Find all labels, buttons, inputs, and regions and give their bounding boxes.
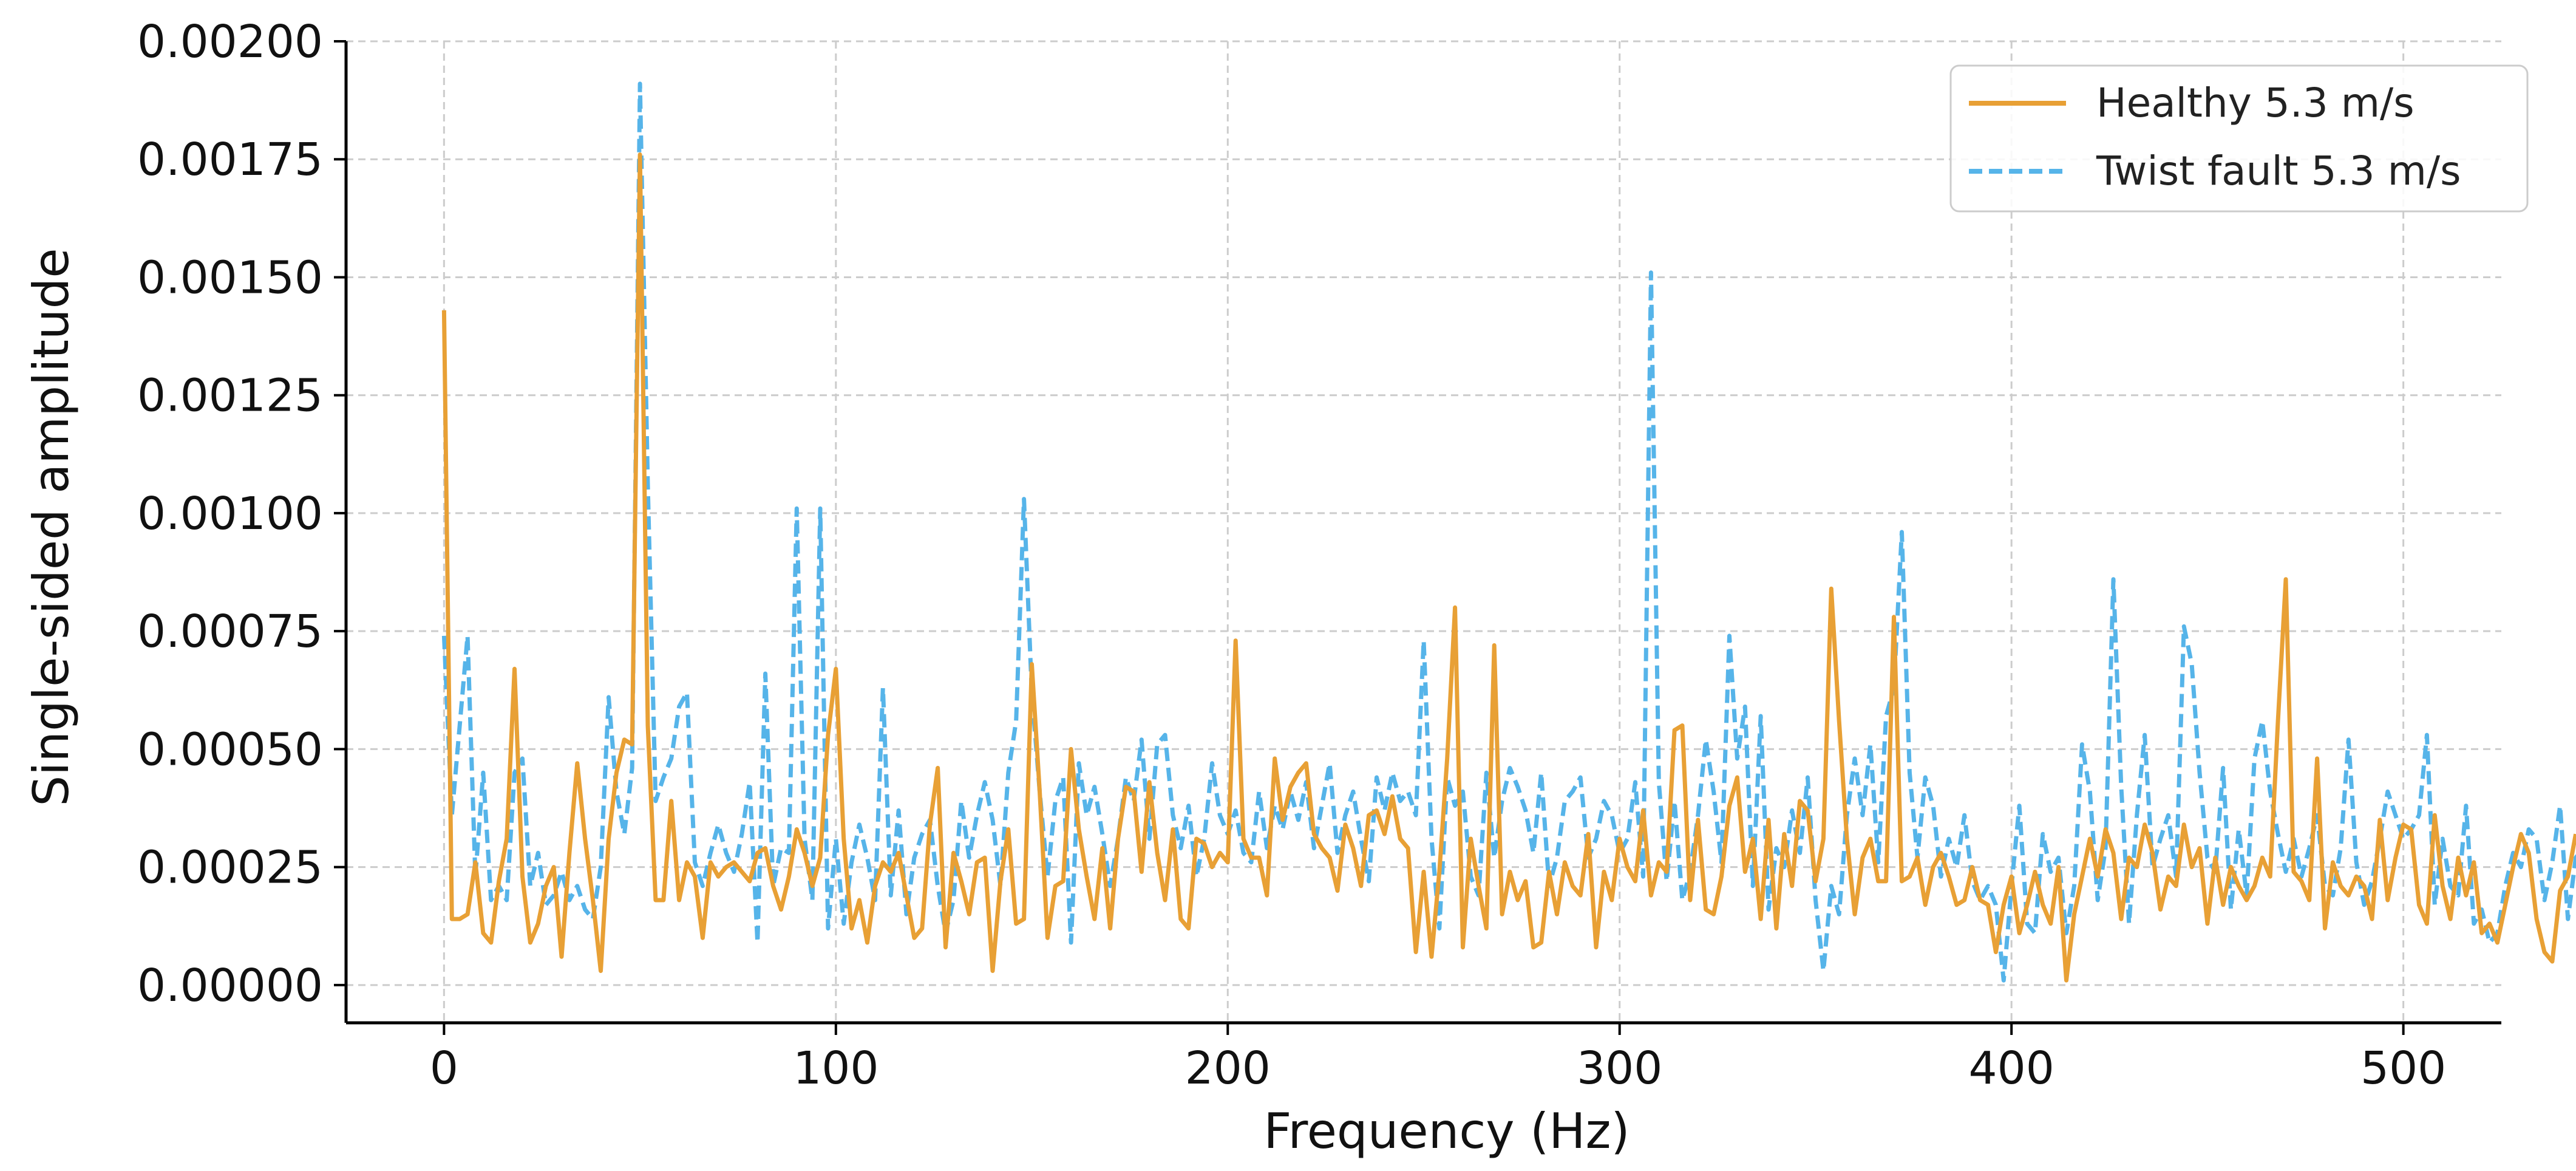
y-tick-label: 0.00200 <box>137 16 323 68</box>
y-tick-label: 0.00150 <box>137 251 323 304</box>
series-line-twist-fault <box>441 81 2576 983</box>
y-tick-label: 0.00000 <box>137 960 323 1012</box>
y-tick-label: 0.00100 <box>137 488 323 540</box>
x-tick-label: 100 <box>793 1042 878 1094</box>
y-tick-label: 0.00050 <box>137 723 323 776</box>
legend-label-healthy: Healthy 5.3 m/s <box>2096 80 2415 126</box>
x-axis-title: Frequency (Hz) <box>1263 1103 1630 1159</box>
x-tick-label: 200 <box>1185 1042 1271 1094</box>
x-tick-label: 400 <box>1969 1042 2054 1094</box>
y-tick-label: 0.00025 <box>137 842 323 894</box>
y-axis-title: Single-sided amplitude <box>23 248 80 806</box>
tick-marks: 0 100 200 300 400 500 0.00000 0.00025 0.00050 0.0… <box>137 16 2446 1094</box>
axes <box>344 41 2501 1025</box>
y-tick-label: 0.00125 <box>137 370 323 422</box>
series-line-healthy <box>441 152 2576 983</box>
x-tick-label: 0 <box>430 1042 458 1094</box>
legend: Healthy 5.3 m/s Twist fault 5.3 m/s <box>1949 64 2529 213</box>
grid-lines <box>346 40 2501 1023</box>
y-tick-label: 0.00175 <box>137 134 323 186</box>
legend-label-twist-fault: Twist fault 5.3 m/s <box>2096 148 2461 194</box>
x-tick-label: 500 <box>2360 1042 2446 1094</box>
x-tick-label: 300 <box>1577 1042 1662 1094</box>
y-tick-label: 0.00075 <box>137 606 323 658</box>
data-series <box>441 81 2576 983</box>
legend-box <box>1949 64 2529 213</box>
